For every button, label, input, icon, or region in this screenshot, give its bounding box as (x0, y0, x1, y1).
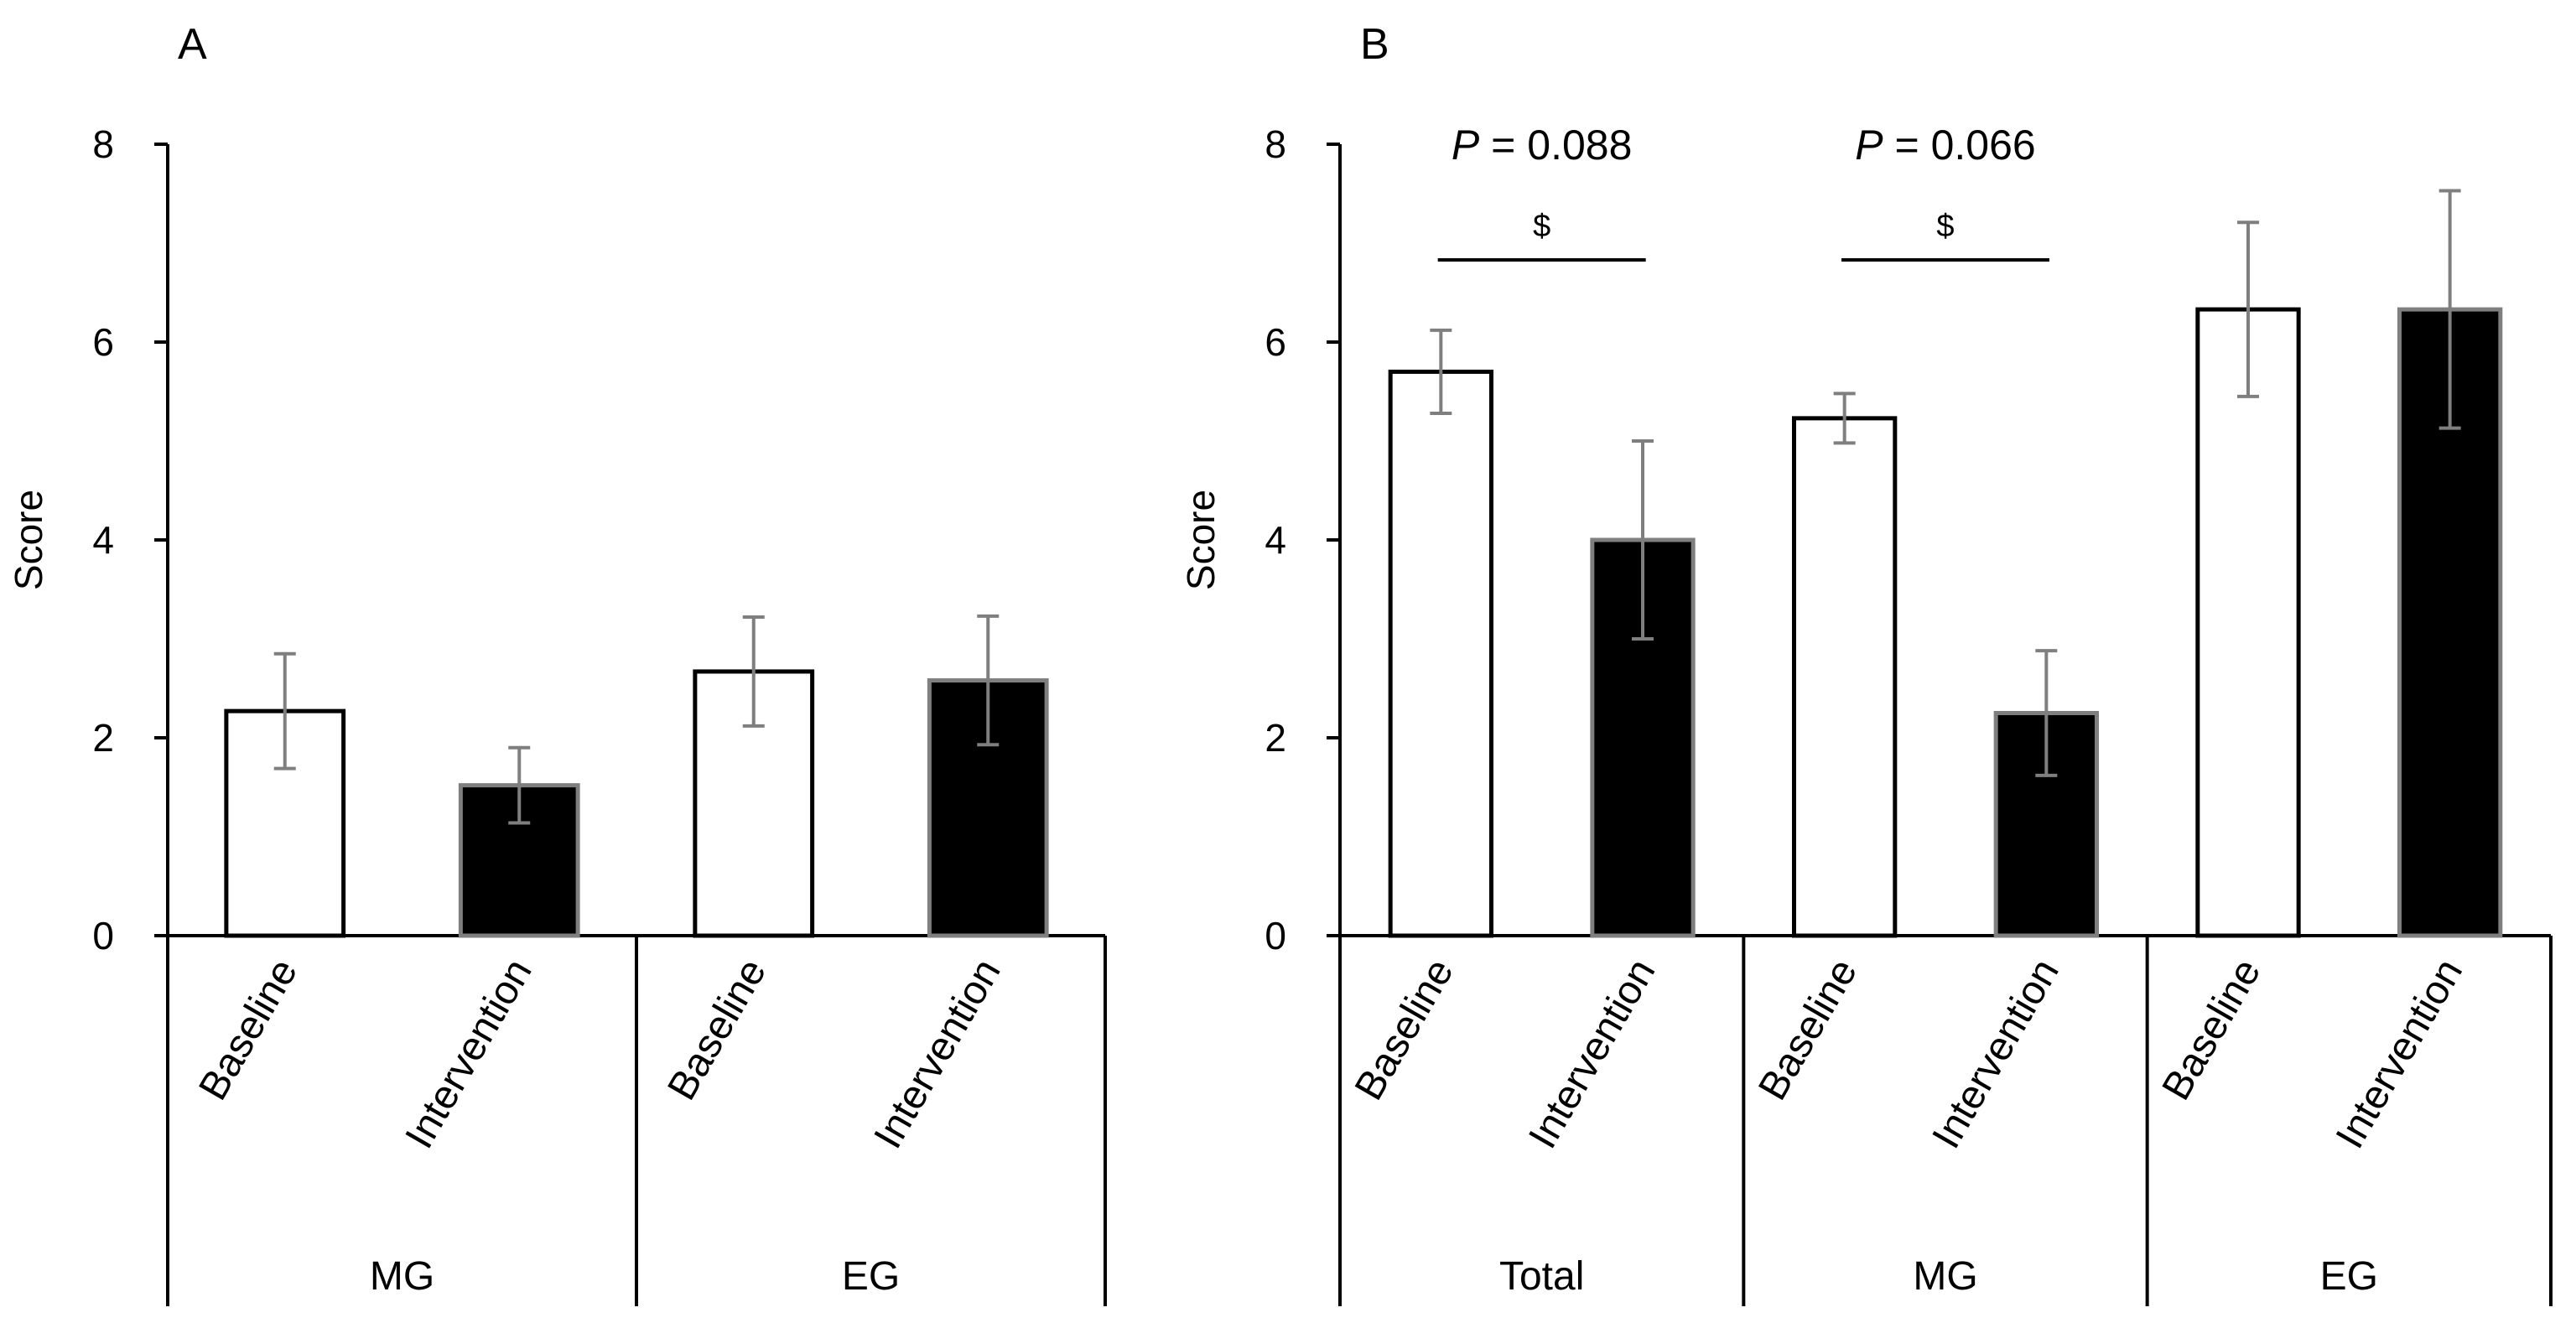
p-value-symbol: P (1855, 122, 1883, 169)
group-label: MG (370, 1254, 434, 1299)
category-label: Intervention (2328, 952, 2471, 1156)
group-label: EG (2320, 1254, 2378, 1299)
group-label: Total (1499, 1254, 1584, 1299)
p-value-text: = 0.088 (1479, 122, 1632, 169)
category-label: Intervention (1520, 952, 1664, 1156)
y-tick-label: 2 (92, 716, 114, 760)
category-label: Baseline (1750, 952, 1866, 1108)
panel-label: A (178, 20, 207, 69)
y-tick-label: 2 (1265, 716, 1286, 760)
bar-eg-baseline (2195, 307, 2301, 938)
y-tick-label: 6 (1265, 320, 1286, 364)
panel-label: B (1360, 20, 1389, 69)
y-tick-label: 8 (92, 122, 114, 166)
category-label: Intervention (397, 952, 540, 1156)
bar-total-baseline (1388, 369, 1493, 938)
significance-symbol: $ (1936, 209, 1954, 244)
chart-panel-a: A 0 2 4 6 8 Score MG EG Baseline Intervention Basel… (7, 20, 1107, 1306)
significance-symbol: $ (1533, 209, 1550, 244)
chart-panel-b: B 0 2 4 6 8 Score Total MG EG Baseline Intervention… (1179, 20, 2553, 1306)
y-tick-label: 6 (92, 320, 114, 364)
y-tick-label: 0 (92, 914, 114, 957)
category-label: Baseline (2154, 952, 2270, 1108)
y-tick-label: 8 (1265, 122, 1286, 166)
y-tick-label: 0 (1265, 914, 1286, 957)
category-label: Baseline (190, 952, 306, 1108)
category-label: Intervention (1924, 952, 2068, 1156)
p-value-text: = 0.066 (1883, 122, 2036, 169)
category-label: Baseline (1347, 952, 1462, 1108)
p-value-symbol: P (1452, 122, 1480, 169)
category-label: Intervention (865, 952, 1009, 1156)
p-value-annotation: P = 0.088 (1452, 122, 1632, 169)
y-tick-label: 4 (1265, 518, 1286, 562)
p-value-annotation: P = 0.066 (1855, 122, 2035, 169)
category-label: Baseline (659, 952, 775, 1108)
y-axis-title: Score (7, 490, 50, 590)
bar-mg-baseline (1792, 416, 1898, 938)
y-axis-title: Score (1179, 490, 1223, 590)
group-label: MG (1913, 1254, 1977, 1299)
group-label: EG (842, 1254, 900, 1299)
y-tick-label: 4 (92, 518, 114, 562)
